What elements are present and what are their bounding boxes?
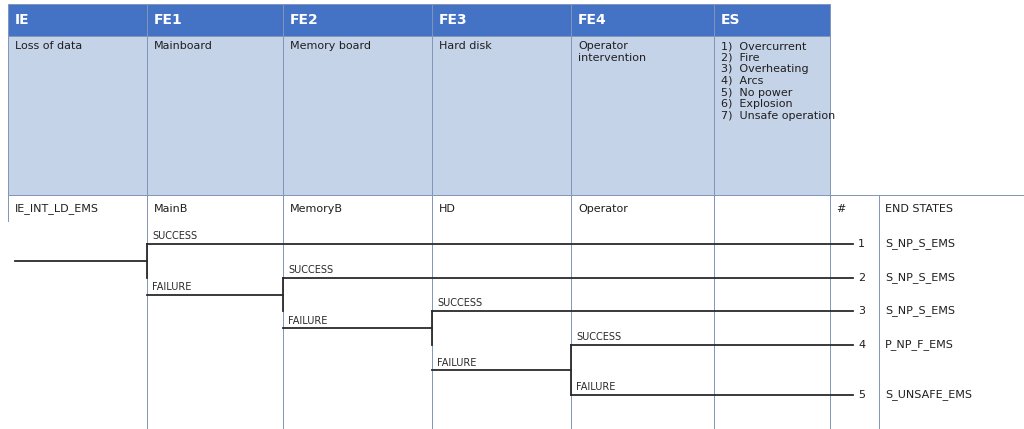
Bar [283, 36, 432, 195]
Text: 5: 5 [858, 390, 865, 400]
Text: END STATES: END STATES [885, 203, 953, 214]
Bar [432, 36, 571, 195]
Bar [714, 4, 830, 36]
Bar [147, 195, 283, 222]
Text: 4: 4 [858, 340, 865, 350]
Text: MainB: MainB [155, 203, 188, 214]
Text: SUCCESS: SUCCESS [437, 298, 482, 308]
Text: Loss of data: Loss of data [15, 41, 82, 51]
Text: Memory board: Memory board [290, 41, 371, 51]
Text: FE4: FE4 [579, 13, 607, 27]
Text: S_NP_S_EMS: S_NP_S_EMS [885, 239, 955, 249]
Bar [147, 4, 283, 36]
Bar [8, 36, 147, 195]
Text: FE1: FE1 [155, 13, 183, 27]
Text: S_NP_S_EMS: S_NP_S_EMS [885, 305, 955, 317]
Bar [283, 195, 432, 222]
Text: FAILURE: FAILURE [577, 381, 615, 392]
Text: 2: 2 [858, 273, 865, 283]
Text: S_UNSAFE_EMS: S_UNSAFE_EMS [885, 390, 972, 400]
Text: Operator: Operator [579, 203, 628, 214]
Bar [714, 195, 830, 222]
Bar [879, 195, 1024, 222]
Text: IE_INT_LD_EMS: IE_INT_LD_EMS [15, 203, 99, 214]
Bar [0, 222, 1024, 429]
Bar [830, 195, 879, 222]
Text: 1: 1 [858, 239, 865, 249]
Bar [8, 195, 147, 222]
Text: HD: HD [439, 203, 456, 214]
Text: SUCCESS: SUCCESS [288, 265, 333, 275]
Bar [432, 4, 571, 36]
Bar [432, 195, 571, 222]
Text: SUCCESS: SUCCESS [153, 230, 198, 241]
Text: SUCCESS: SUCCESS [577, 332, 622, 341]
Text: 3: 3 [858, 306, 865, 316]
Text: ES: ES [721, 13, 740, 27]
Bar [571, 195, 714, 222]
Bar [714, 36, 830, 195]
Bar [8, 4, 147, 36]
Text: FAILURE: FAILURE [437, 358, 476, 368]
Text: Operator
intervention: Operator intervention [579, 41, 646, 63]
Text: Mainboard: Mainboard [155, 41, 213, 51]
Text: S_NP_S_EMS: S_NP_S_EMS [885, 272, 955, 284]
Text: FE2: FE2 [290, 13, 318, 27]
Text: FAILURE: FAILURE [153, 282, 191, 292]
Text: Hard disk: Hard disk [439, 41, 492, 51]
Text: 1)  Overcurrent
2)  Fire
3)  Overheating
4)  Arcs
5)  No power
6)  Explosion
7) : 1) Overcurrent 2) Fire 3) Overheating 4)… [721, 41, 836, 121]
Text: IE: IE [15, 13, 30, 27]
Bar [283, 4, 432, 36]
Bar [147, 36, 283, 195]
Text: #: # [837, 203, 846, 214]
Text: FAILURE: FAILURE [288, 316, 328, 326]
Text: P_NP_F_EMS: P_NP_F_EMS [885, 339, 954, 350]
Bar [571, 4, 714, 36]
Bar [571, 36, 714, 195]
Text: FE3: FE3 [439, 13, 468, 27]
Text: MemoryB: MemoryB [290, 203, 343, 214]
